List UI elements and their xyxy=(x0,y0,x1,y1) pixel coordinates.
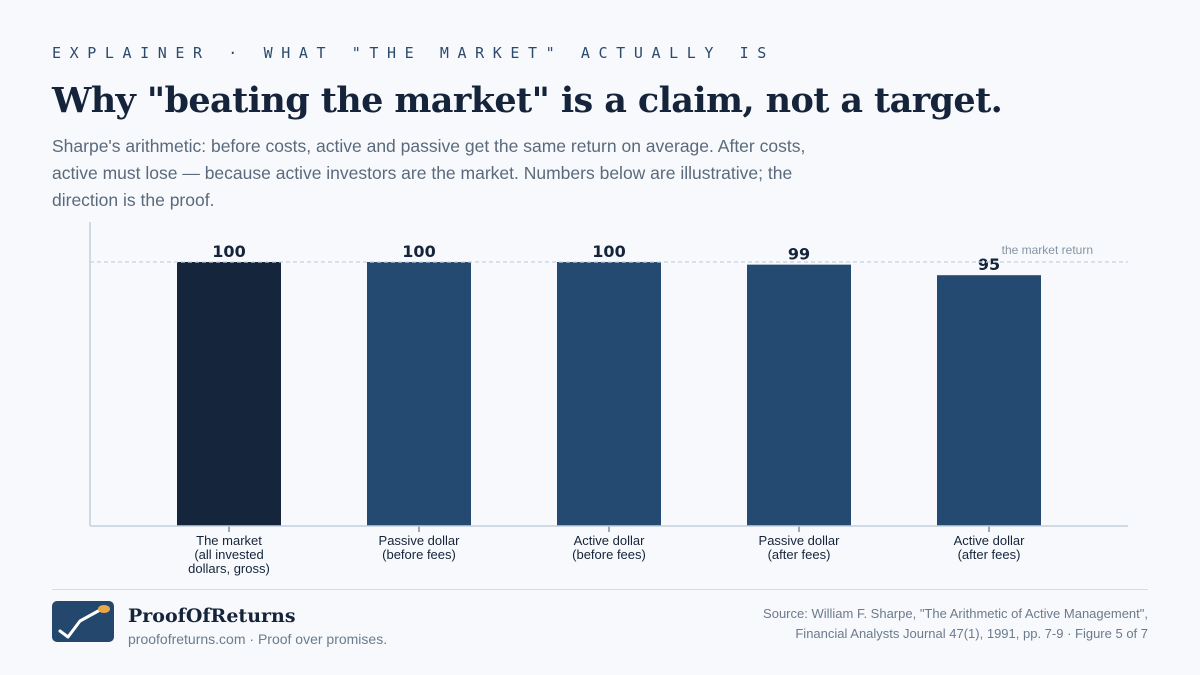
data-label-4: 99 xyxy=(788,245,810,264)
footer-divider xyxy=(52,589,1148,590)
bar-3 xyxy=(557,262,661,526)
brand-name: ProofOfReturns xyxy=(128,605,296,627)
bar-4 xyxy=(747,264,851,526)
subtitle: Sharpe's arithmetic: before costs, activ… xyxy=(52,136,806,210)
bar-1 xyxy=(177,262,281,526)
x-tick-label-4: Passive dollar (after fees) xyxy=(759,533,841,562)
x-tick-label-3: Active dollar (before fees) xyxy=(572,533,646,562)
source-citation: Source: William F. Sharpe, "The Arithmet… xyxy=(763,606,1148,641)
page-title: Why "beating the market" is a claim, not… xyxy=(52,80,1003,121)
bar-2 xyxy=(367,262,471,526)
data-label-2: 100 xyxy=(402,242,435,261)
bar-5 xyxy=(937,275,1041,526)
bar-chart: 100 The market (all invested dollars, gross… xyxy=(89,222,1128,576)
reference-line-label: the market return xyxy=(1002,243,1093,257)
x-tick-label-1: The market (all invested dollars, gross) xyxy=(188,533,270,576)
kicker: EXPLAINER · WHAT "THE MARKET" ACTUALLY I… xyxy=(52,44,775,62)
checkmark-chart-icon xyxy=(52,601,114,642)
x-tick-label-5: Active dollar (after fees) xyxy=(954,533,1025,562)
data-label-5: 95 xyxy=(978,255,1000,274)
data-label-1: 100 xyxy=(212,242,245,261)
brand-tagline: proofofreturns.com · Proof over promises… xyxy=(128,631,388,647)
data-label-3: 100 xyxy=(592,242,625,261)
x-tick-label-2: Passive dollar (before fees) xyxy=(379,533,461,562)
